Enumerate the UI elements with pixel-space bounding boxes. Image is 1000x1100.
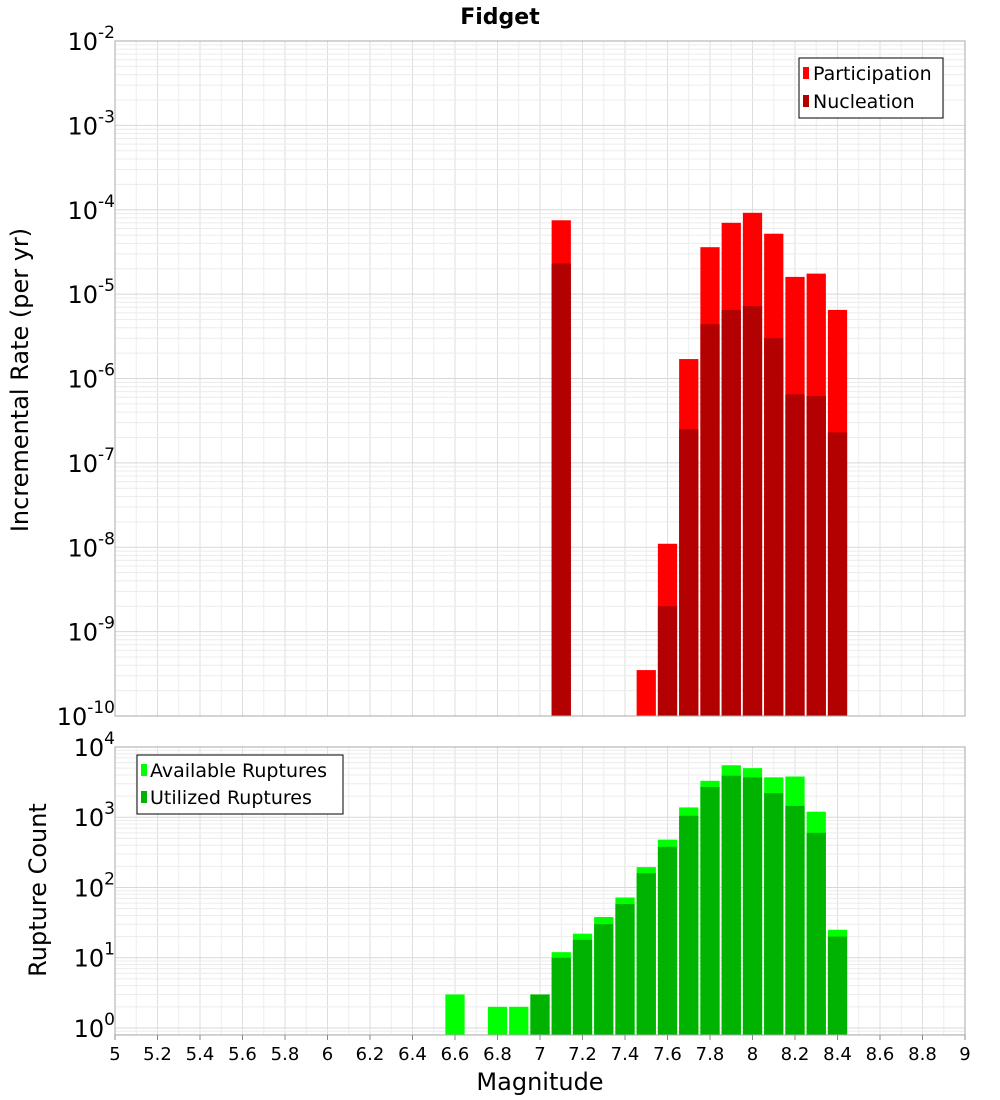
x-tick-label: 8.4 [823,1044,852,1065]
y-tick-label: 10-3 [68,107,116,140]
utilized-ruptures-bar [764,793,784,1035]
y-tick-label: 10-2 [68,23,116,56]
count-legend: Available Ruptures Utilized Ruptures [136,754,344,815]
x-tick-label: 8.8 [908,1044,937,1065]
rate-y-axis-label: Incremental Rate (per yr) [6,228,34,532]
participation-bar [636,670,656,716]
utilized-ruptures-bar [657,846,678,1035]
y-tick-label: 10-4 [68,192,116,225]
utilized-ruptures-bar [594,924,614,1035]
utilized-ruptures-bar [827,936,848,1035]
x-tick-label: 7.8 [696,1044,725,1065]
x-tick-label: 7.2 [568,1044,597,1065]
nucleation-bar [806,396,826,716]
rate-legend-box [798,57,944,119]
rate-bars [551,212,848,717]
nucleation-bar [742,306,763,716]
utilized-ruptures-bar [721,775,741,1035]
nucleation-bar [721,309,741,716]
y-tick-label: 101 [74,940,115,973]
nucleation-bar [827,432,848,716]
x-tick-label: 6 [322,1044,333,1065]
utilized-ruptures-bar [572,939,593,1035]
x-tick-label: 7.4 [611,1044,640,1065]
utilized-ruptures-bar [615,904,635,1035]
rate-y-ticks: 10-10 10-9 10-8 10-7 10-6 10-5 10-4 10-3 10-2 [57,23,115,731]
count-panel: 100 101 102 103 104 5 5.2 5.4 5.6 5.8 6 6.2 6.4 6.6 6… [24,729,971,1096]
nucleation-bar [657,606,678,716]
x-tick-label: 5.8 [271,1044,300,1065]
utilized-ruptures-bar [806,832,826,1035]
y-tick-label: 10-8 [68,529,116,562]
count-y-ticks: 100 101 102 103 104 [74,729,115,1043]
y-tick-label: 104 [74,729,115,762]
x-tick-label: 7.6 [653,1044,682,1065]
y-tick-label: 10-6 [68,361,116,394]
utilized-ruptures-bar [679,815,699,1035]
count-bars [445,765,848,1035]
y-tick-label: 10-10 [57,698,115,731]
rate-legend: Participation Nucleation [798,57,944,119]
utilized-ruptures-legend-swatch [141,791,147,803]
y-tick-label: 10-9 [68,614,116,647]
y-tick-label: 100 [74,1010,115,1043]
available-ruptures-legend-swatch [141,764,147,776]
nucleation-bar [700,324,720,716]
nucleation-bar [785,394,805,716]
x-tick-label: 6.6 [441,1044,470,1065]
x-tick-label: 6.4 [398,1044,427,1065]
x-tick-label: 5 [109,1044,120,1065]
utilized-ruptures-bar [742,777,763,1035]
x-tick-label: 8.6 [866,1044,895,1065]
y-tick-label: 103 [74,799,115,832]
rate-plot-border [114,40,966,717]
rate-panel: 10-10 10-9 10-8 10-7 10-6 10-5 10-4 10-3 10-2 Fi… [6,5,966,731]
count-legend-box [136,754,344,815]
utilized-ruptures-bar [785,805,805,1035]
nucleation-bar [764,338,784,716]
nucleation-bar [679,429,699,716]
utilized-ruptures-legend-label: Utilized Ruptures [150,787,312,809]
x-tick-label: 8.2 [781,1044,810,1065]
y-tick-label: 102 [74,869,115,902]
participation-legend-label: Participation [813,63,932,85]
chart-title: Fidget [460,5,540,30]
x-tick-label: 7 [534,1044,545,1065]
available-ruptures-legend-label: Available Ruptures [150,760,327,782]
nucleation-bar [551,263,571,716]
utilized-ruptures-bar [530,994,550,1035]
y-tick-label: 10-7 [68,445,116,478]
x-tick-label: 9 [959,1044,970,1065]
x-tick-label: 5.4 [186,1044,215,1065]
x-tick-label: 5.6 [228,1044,257,1065]
available-ruptures-bar [445,994,465,1035]
utilized-ruptures-bar [636,873,656,1035]
x-axis-label: Magnitude [476,1068,603,1096]
available-ruptures-bar [487,1006,508,1035]
x-tick-label: 6.2 [356,1044,385,1065]
x-tick-label: 5.2 [143,1044,172,1065]
nucleation-legend-swatch [803,95,809,107]
count-y-axis-label: Rupture Count [24,803,52,977]
y-tick-label: 10-5 [68,276,116,309]
x-tick-label: 6.8 [483,1044,512,1065]
x-tick-label: 8 [747,1044,758,1065]
utilized-ruptures-bar [551,957,571,1035]
magnitude-x-ticks: 5 5.2 5.4 5.6 5.8 6 6.2 6.4 6.6 6.8 7 7.2 7.4 7.6 7.8 8… [109,1035,971,1065]
available-ruptures-bar [509,1006,529,1035]
nucleation-legend-label: Nucleation [813,91,915,113]
participation-legend-swatch [803,67,809,79]
utilized-ruptures-bar [700,786,720,1035]
